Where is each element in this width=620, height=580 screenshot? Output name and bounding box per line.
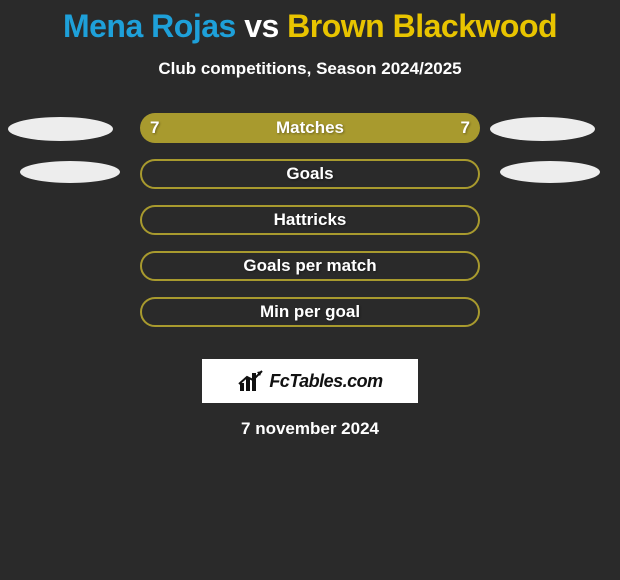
subtitle: Club competitions, Season 2024/2025 [0,59,620,79]
player1-value-ellipse [8,117,113,141]
player1-value: 7 [150,118,159,138]
stat-label: Min per goal [260,302,360,322]
stat-bar: Matches [140,113,480,143]
stat-bar: Goals [140,159,480,189]
stat-row: Hattricks [0,205,620,251]
stat-row: Goals [0,159,620,205]
stat-row: Goals per match [0,251,620,297]
logo-box: FcTables.com [202,359,418,403]
title-vs: vs [244,8,279,44]
stat-label: Goals per match [243,256,376,276]
comparison-rows: Matches 7 7 Goals Hattricks Goals per match Mi… [0,113,620,343]
page-title: Mena Rojas vs Brown Blackwood [0,0,620,45]
player1-value-ellipse [20,161,120,183]
player2-value: 7 [461,118,470,138]
stat-bar: Goals per match [140,251,480,281]
stat-row: Matches 7 7 [0,113,620,159]
stat-bar: Hattricks [140,205,480,235]
date-label: 7 november 2024 [0,419,620,439]
stat-label: Matches [276,118,344,138]
logo-text: FcTables.com [269,371,382,392]
stat-label: Goals [286,164,333,184]
chart-icon [237,369,265,393]
player2-value-ellipse [490,117,595,141]
title-player1: Mena Rojas [63,8,236,44]
stat-label: Hattricks [274,210,347,230]
stat-bar: Min per goal [140,297,480,327]
player2-value-ellipse [500,161,600,183]
stat-row: Min per goal [0,297,620,343]
title-player2: Brown Blackwood [287,8,557,44]
